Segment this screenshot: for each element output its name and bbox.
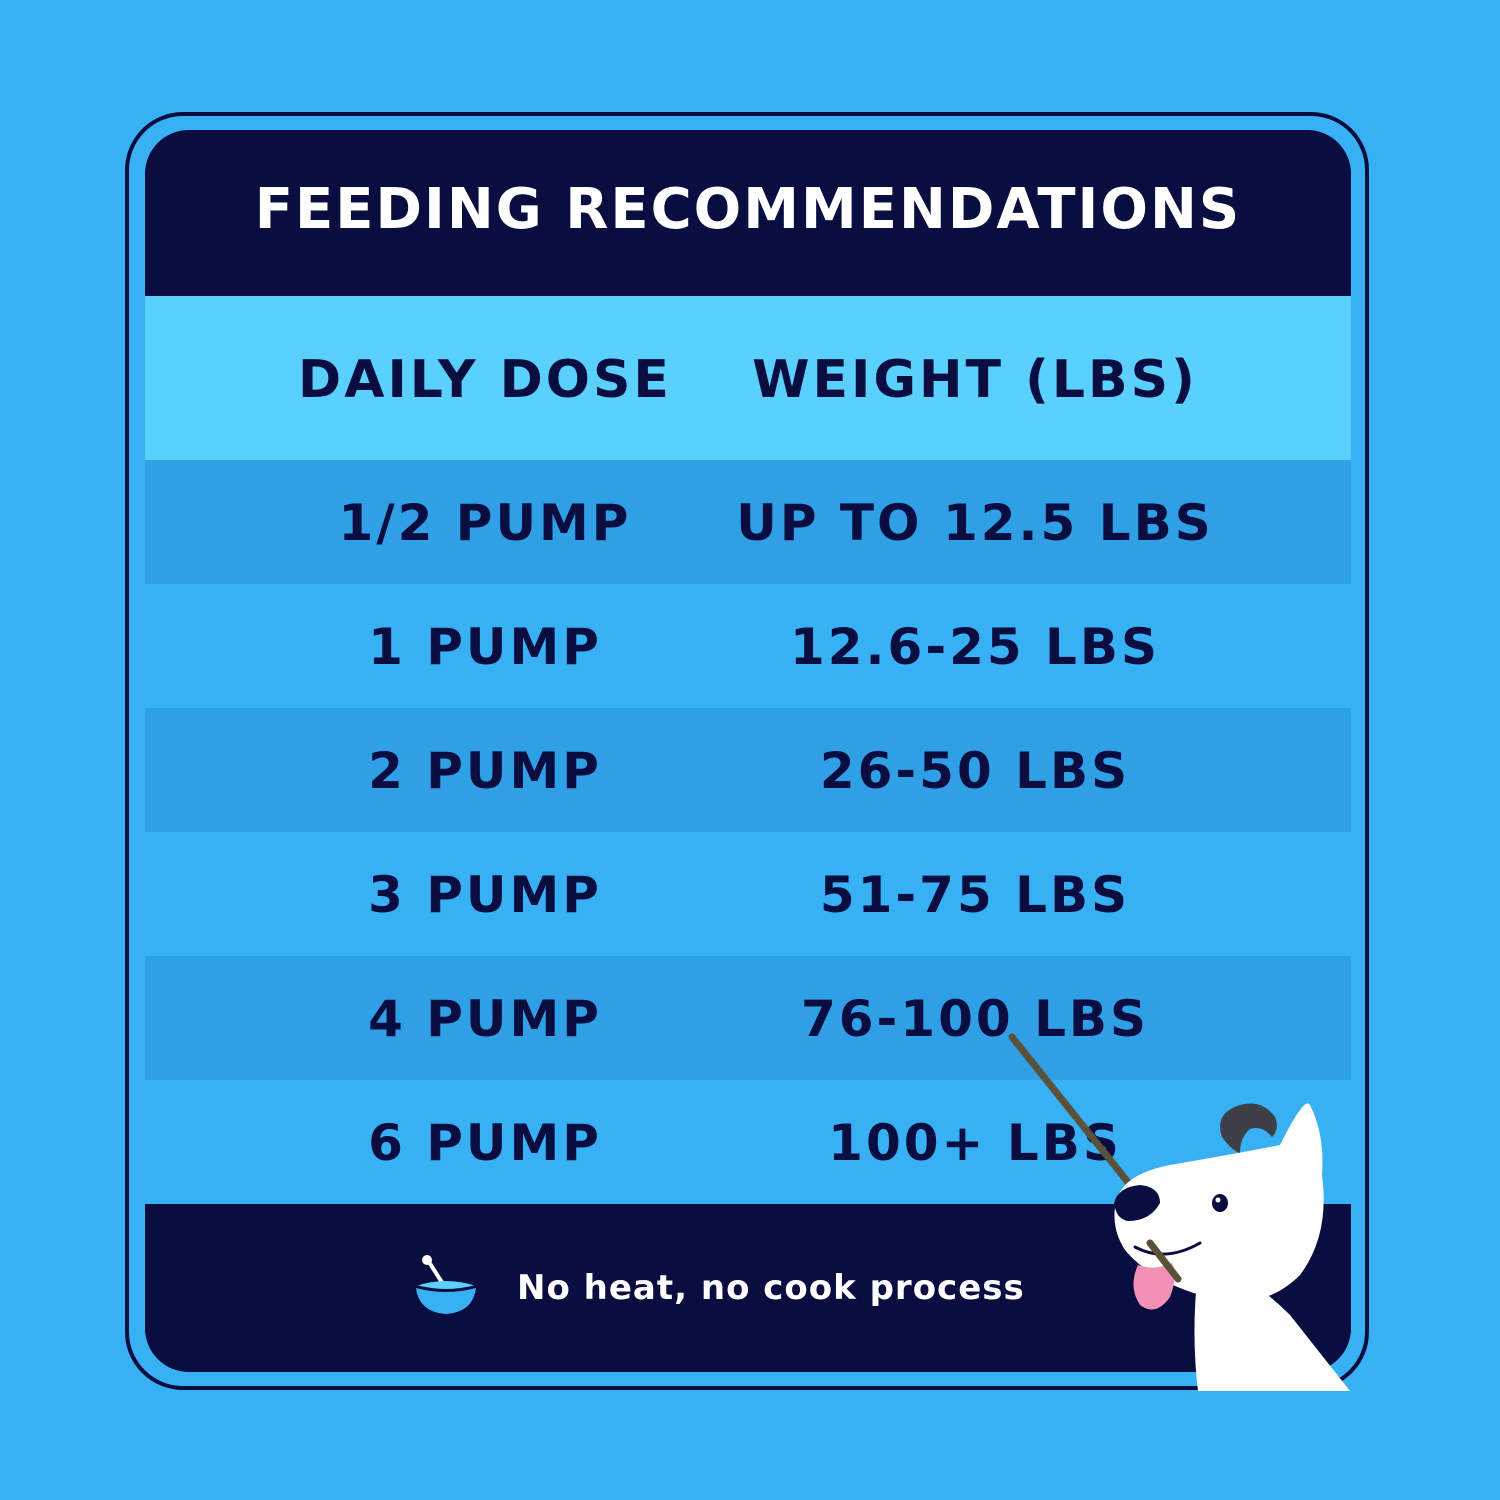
feeding-table-card: FEEDING RECOMMENDATIONS DAILY DOSE WEIGH… bbox=[145, 130, 1351, 1372]
bowl-icon bbox=[415, 1255, 477, 1314]
table-title: FEEDING RECOMMENDATIONS bbox=[254, 176, 1242, 242]
weight-cell: 100+ LBS bbox=[828, 1114, 1122, 1172]
column-header-weight: WEIGHT (LBS) bbox=[752, 350, 1198, 410]
column-header-row: DAILY DOSE WEIGHT (LBS) bbox=[145, 296, 1351, 460]
weight-cell: UP TO 12.5 LBS bbox=[736, 494, 1214, 552]
footer-text: No heat, no cook process bbox=[517, 1268, 1025, 1308]
dose-cell: 1/2 PUMP bbox=[338, 494, 632, 552]
weight-cell: 51-75 LBS bbox=[819, 866, 1131, 924]
table-title-band: FEEDING RECOMMENDATIONS bbox=[145, 130, 1351, 296]
dog-illustration bbox=[1008, 1033, 1350, 1391]
table-row: 1/2 PUMP UP TO 12.5 LBS bbox=[145, 460, 1351, 584]
dose-cell: 3 PUMP bbox=[368, 866, 602, 924]
dose-cell: 4 PUMP bbox=[368, 990, 602, 1048]
weight-cell: 12.6-25 LBS bbox=[789, 618, 1161, 676]
table-row: 1 PUMP 12.6-25 LBS bbox=[145, 584, 1351, 708]
weight-cell: 26-50 LBS bbox=[819, 742, 1131, 800]
dose-cell: 6 PUMP bbox=[368, 1114, 602, 1172]
weight-cell: 76-100 LBS bbox=[800, 990, 1150, 1048]
column-header-daily-dose: DAILY DOSE bbox=[298, 350, 672, 410]
table-row: 3 PUMP 51-75 LBS bbox=[145, 832, 1351, 956]
dose-cell: 1 PUMP bbox=[368, 618, 602, 676]
dose-cell: 2 PUMP bbox=[368, 742, 602, 800]
table-row: 4 PUMP 76-100 LBS bbox=[145, 956, 1351, 1080]
table-row: 2 PUMP 26-50 LBS bbox=[145, 708, 1351, 832]
